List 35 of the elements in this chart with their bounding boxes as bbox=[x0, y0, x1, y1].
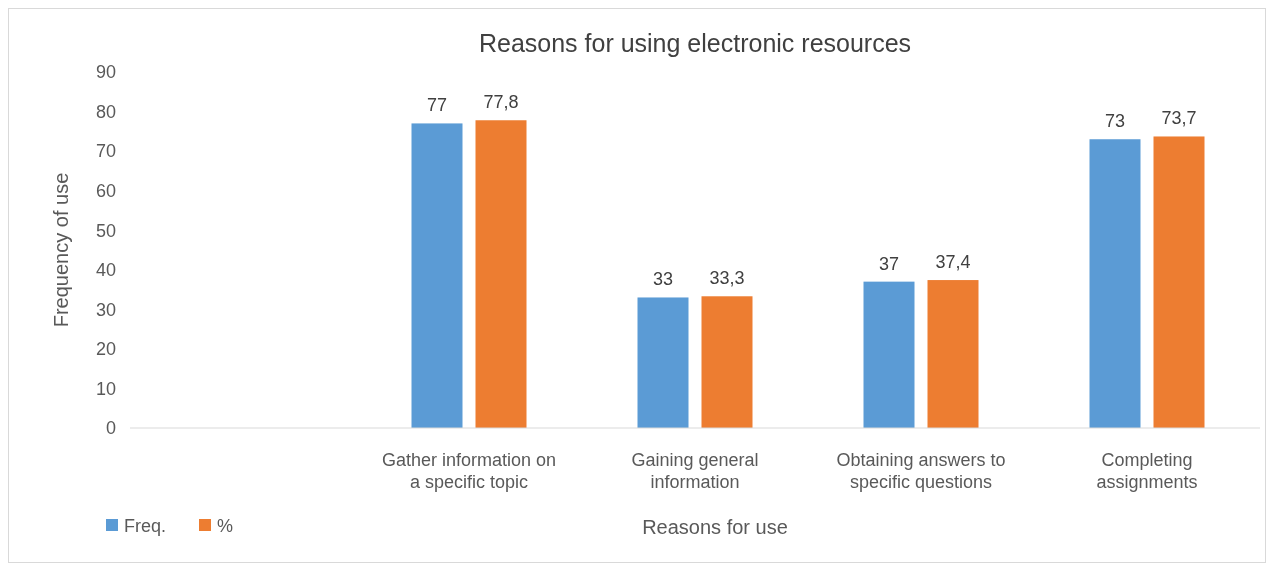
y-tick-label: 90 bbox=[95, 62, 116, 83]
chart-title: Reasons for using electronic resources bbox=[478, 29, 912, 57]
legend-label: Freq. bbox=[124, 516, 167, 537]
y-tick-label: 80 bbox=[95, 101, 116, 122]
x-tick-label: Completing assignments bbox=[1096, 450, 1198, 492]
data-label: 73 bbox=[1104, 111, 1126, 132]
legend-label: % bbox=[217, 516, 234, 537]
x-tick-label: Gaining general information bbox=[631, 450, 759, 492]
data-label: 37,4 bbox=[935, 252, 971, 273]
y-tick-label: 70 bbox=[95, 141, 116, 162]
bar bbox=[411, 123, 463, 428]
x-tick-label: Obtaining answers to specific questions bbox=[836, 450, 1006, 492]
bar bbox=[1089, 139, 1141, 428]
bar bbox=[701, 296, 753, 428]
y-tick-label: 10 bbox=[95, 378, 116, 399]
y-tick-label: 30 bbox=[95, 299, 116, 320]
bar bbox=[475, 120, 527, 428]
data-label: 77 bbox=[426, 95, 448, 116]
data-label: 37 bbox=[878, 253, 900, 274]
bar bbox=[1153, 136, 1205, 428]
y-tick-label: 60 bbox=[95, 180, 116, 201]
x-tick-label: Gather information on a specific topic bbox=[381, 450, 557, 492]
data-label: 73,7 bbox=[1161, 108, 1197, 129]
bar bbox=[863, 281, 915, 428]
y-tick-label: 50 bbox=[95, 220, 116, 241]
data-label: 33 bbox=[652, 269, 674, 290]
x-axis-title: Reasons for use bbox=[642, 516, 788, 538]
data-label: 77,8 bbox=[483, 92, 519, 113]
y-axis-title: Frequency of use bbox=[50, 172, 72, 328]
bar bbox=[927, 280, 979, 428]
data-label: 33,3 bbox=[709, 268, 745, 289]
y-tick-label: 0 bbox=[105, 418, 116, 439]
bar bbox=[637, 297, 689, 428]
y-tick-label: 20 bbox=[95, 339, 116, 360]
y-tick-label: 40 bbox=[95, 260, 116, 281]
